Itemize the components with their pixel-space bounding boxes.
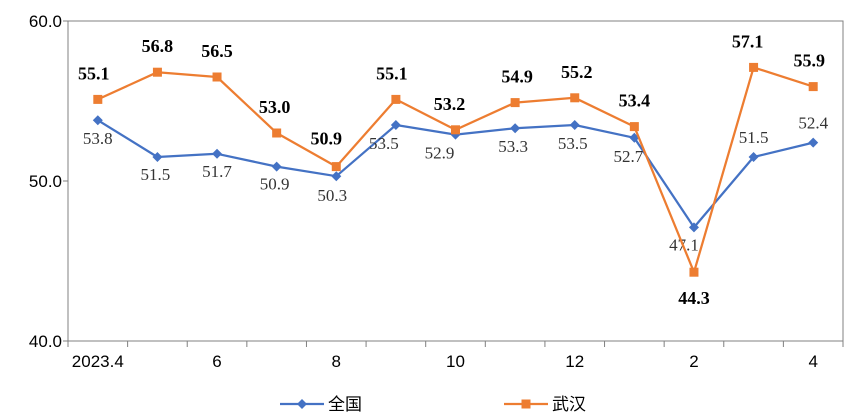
- data-label: 52.7: [613, 147, 643, 166]
- data-label: 57.1: [732, 31, 764, 51]
- data-label: 53.8: [83, 129, 113, 148]
- data-point-diamond: [808, 137, 819, 148]
- data-point-diamond: [510, 123, 521, 134]
- data-point-diamond: [331, 171, 342, 182]
- data-point-diamond: [152, 152, 163, 162]
- data-point-square: [689, 267, 699, 277]
- data-label: 51.5: [141, 165, 171, 184]
- data-label: 55.9: [793, 51, 825, 71]
- data-label: 50.9: [260, 175, 290, 194]
- data-point-square: [93, 94, 103, 104]
- data-label: 55.1: [376, 63, 408, 83]
- data-point-square: [331, 162, 341, 172]
- data-label: 55.2: [561, 62, 593, 82]
- data-label: 53.3: [498, 137, 528, 156]
- data-point-square: [749, 62, 759, 72]
- data-label: 44.3: [678, 288, 710, 308]
- data-label: 52.4: [798, 114, 828, 133]
- x-tick-label: 2023.4: [72, 352, 124, 371]
- data-point-diamond: [212, 148, 223, 159]
- data-label: 50.9: [311, 129, 343, 149]
- data-label: 53.0: [259, 97, 291, 117]
- data-point-diamond: [92, 115, 103, 126]
- data-point-diamond: [569, 120, 580, 130]
- data-point-square: [152, 67, 162, 77]
- x-tick-label: 2: [689, 352, 698, 371]
- data-label: 53.5: [369, 134, 399, 153]
- data-point-square: [808, 82, 818, 92]
- data-point-square: [272, 128, 282, 138]
- data-point-square: [510, 98, 520, 108]
- data-point-square: [212, 72, 222, 82]
- x-tick-label: 4: [808, 352, 817, 371]
- data-label: 52.9: [425, 144, 455, 163]
- y-tick-label: 60.0: [29, 12, 62, 31]
- data-label: 53.2: [434, 94, 466, 114]
- data-point-diamond: [390, 120, 401, 130]
- legend-marker-square: [521, 399, 531, 409]
- legend-marker-diamond: [297, 399, 307, 409]
- data-point-square: [570, 93, 580, 103]
- data-point-square: [391, 94, 401, 104]
- x-tick-label: 8: [332, 352, 341, 371]
- legend-label: 武汉: [552, 395, 586, 415]
- data-label: 51.5: [739, 128, 769, 147]
- data-point-diamond: [748, 152, 759, 162]
- data-point-square: [629, 122, 639, 132]
- plot-area-frame: [67, 20, 844, 342]
- x-tick-label: 10: [446, 352, 465, 371]
- x-tick-label: 12: [565, 352, 584, 371]
- y-tick-label: 40.0: [29, 332, 62, 351]
- y-tick-label: 50.0: [29, 172, 62, 191]
- data-label: 54.9: [501, 67, 533, 87]
- data-point-diamond: [271, 161, 282, 172]
- data-label: 53.4: [619, 91, 651, 111]
- data-label: 51.7: [202, 162, 232, 181]
- data-point-square: [451, 125, 460, 135]
- data-label: 53.5: [558, 134, 588, 153]
- data-label: 50.3: [317, 186, 347, 205]
- legend-label: 全国: [328, 395, 362, 415]
- data-label: 56.8: [142, 36, 174, 56]
- data-point-diamond: [688, 222, 699, 233]
- x-tick-label: 6: [212, 352, 221, 371]
- data-label: 56.5: [201, 41, 233, 61]
- data-label: 55.1: [78, 63, 110, 83]
